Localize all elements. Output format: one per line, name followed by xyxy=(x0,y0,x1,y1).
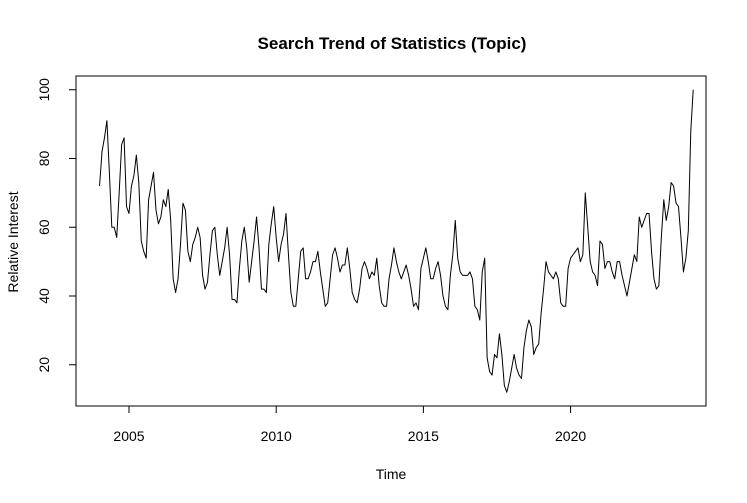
y-tick-label: 100 xyxy=(36,78,52,102)
x-tick-label: 2015 xyxy=(408,428,439,444)
y-axis: 20 40 60 80 100 xyxy=(36,78,76,373)
y-tick-label: 20 xyxy=(36,357,52,373)
x-tick-label: 2020 xyxy=(555,428,586,444)
x-axis-label: Time xyxy=(376,466,407,482)
plot-frame xyxy=(75,75,707,407)
series-line xyxy=(99,89,694,393)
y-axis-label: Relative Interest xyxy=(5,191,21,292)
y-tick-label: 40 xyxy=(36,288,52,304)
y-tick-label: 80 xyxy=(36,151,52,167)
x-tick-label: 2010 xyxy=(261,428,292,444)
x-axis: 2005 2010 2015 2020 xyxy=(113,406,586,444)
x-tick-label: 2005 xyxy=(113,428,144,444)
chart-title: Search Trend of Statistics (Topic) xyxy=(258,34,527,53)
y-tick-label: 60 xyxy=(36,219,52,235)
